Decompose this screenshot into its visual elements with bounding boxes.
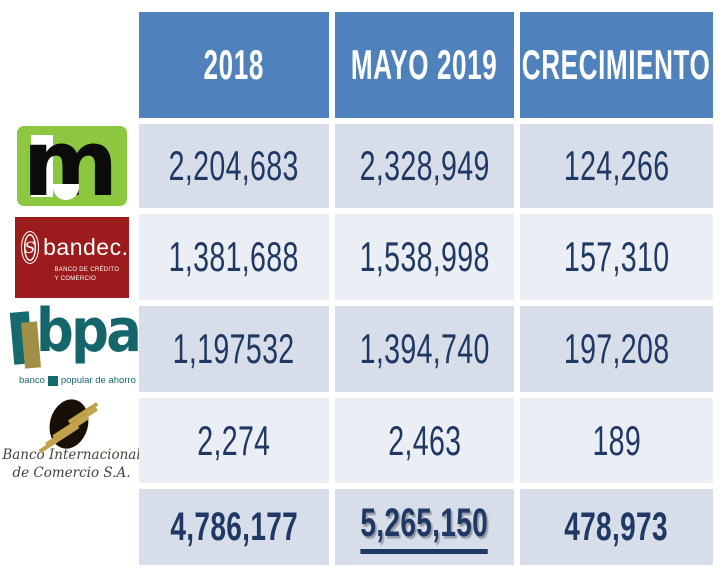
bank-growth-table: 2018 MAYO 2019 CRECIMIENTO m 2,204,683 2… [2, 12, 713, 565]
value-bm-mayo2019: 2,328,949 [359, 142, 490, 189]
bic-logo-cell: Banco Internacional de Comercio S.A. [2, 394, 141, 483]
bpa-subtitle-left: banco [19, 375, 45, 386]
bpa-logo-cell: bpa banco popular de ahorro [9, 296, 142, 392]
totals-empty-corner [10, 489, 133, 565]
column-header-crecimiento-label: CRECIMIENTO [522, 41, 711, 88]
value-total-mayo2019-underlined: 5,265,150 [360, 501, 489, 554]
bic-emblem-icon [34, 394, 110, 453]
cell-bpa-mayo2019: 1,394,740 [335, 306, 514, 392]
banco-internacional-logo-icon: Banco Internacional de Comercio S.A. [2, 394, 141, 483]
value-bm-2018: 2,204,683 [168, 142, 300, 189]
bpa-wordmark: bpa [36, 296, 142, 366]
bandec-wordmark: bandec. [43, 234, 129, 261]
value-total-crecimiento: 478,973 [564, 504, 669, 549]
column-header-mayo-2019: MAYO 2019 [335, 12, 514, 118]
value-bm-crecimiento: 124,266 [563, 142, 670, 189]
banco-metropolitano-logo-icon: m [16, 126, 127, 206]
banco-metropolitano-logo-cell: m [10, 124, 133, 208]
value-bpa-mayo2019: 1,394,740 [359, 325, 490, 372]
bandec-subtitle-line1: BANCO DE CRÉDITO [54, 267, 120, 274]
column-header-crecimiento: CRECIMIENTO [520, 12, 713, 118]
value-bandec-crecimiento: 157,310 [563, 233, 670, 280]
cell-total-crecimiento: 478,973 [520, 489, 713, 565]
value-bic-mayo2019: 2,463 [387, 416, 462, 464]
bandec-logo-cell: S bandec. BANCO DE CRÉDITO Y COMERCIO [10, 214, 133, 300]
cell-bic-mayo2019: 2,463 [335, 398, 514, 483]
cell-bandec-crecimiento: 157,310 [520, 214, 713, 300]
cell-bandec-mayo2019: 1,538,998 [335, 214, 514, 300]
cell-bandec-2018: 1,381,688 [139, 214, 329, 300]
value-bic-2018: 2,274 [197, 416, 271, 464]
bandec-logo-row: S bandec. [20, 231, 129, 265]
bic-name-line2: de Comercio S.A. [12, 465, 131, 482]
bm-logo-white-bar [30, 135, 53, 197]
value-bandec-mayo2019: 1,538,998 [359, 233, 490, 280]
value-bic-crecimiento: 189 [592, 416, 641, 464]
value-bandec-2018: 1,381,688 [168, 233, 300, 280]
cell-bic-crecimiento: 189 [520, 398, 713, 483]
bpa-subtitle: banco popular de ahorro [19, 375, 136, 386]
cell-bm-crecimiento: 124,266 [520, 124, 713, 208]
cell-bm-2018: 2,204,683 [139, 124, 329, 208]
bandec-logo-icon: S bandec. BANCO DE CRÉDITO Y COMERCIO [14, 216, 129, 298]
bandec-subtitle: BANCO DE CRÉDITO Y COMERCIO [55, 266, 129, 282]
bic-name-line1: Banco Internacional [2, 447, 141, 464]
cell-bpa-crecimiento: 197,208 [520, 306, 713, 392]
header-empty-corner [10, 12, 133, 118]
value-bpa-2018: 1,197532 [173, 325, 295, 372]
column-header-2018: 2018 [139, 12, 329, 118]
cell-total-2018: 4,786,177 [139, 489, 329, 565]
cell-bm-mayo2019: 2,328,949 [335, 124, 514, 208]
value-bpa-crecimiento: 197,208 [563, 325, 670, 372]
bic-name-text: Banco Internacional de Comercio S.A. [2, 446, 140, 482]
value-total-2018: 4,786,177 [170, 504, 298, 549]
column-header-mayo-2019-label: MAYO 2019 [351, 41, 498, 88]
cell-bpa-2018: 1,197532 [139, 306, 329, 392]
bandec-spiral-s-icon: S [20, 231, 40, 265]
bandec-subtitle-line2: Y COMERCIO [54, 275, 97, 282]
bm-logo-white-notch [52, 184, 79, 200]
bpa-subtitle-right: popular de ahorro [60, 375, 136, 386]
bpa-logo-icon: bpa banco popular de ahorro [9, 296, 142, 390]
cell-total-mayo2019: 5,265,150 [335, 489, 514, 565]
column-header-2018-label: 2018 [203, 41, 265, 88]
cell-bic-2018: 2,274 [139, 398, 329, 483]
bpa-square-icon [47, 375, 58, 386]
